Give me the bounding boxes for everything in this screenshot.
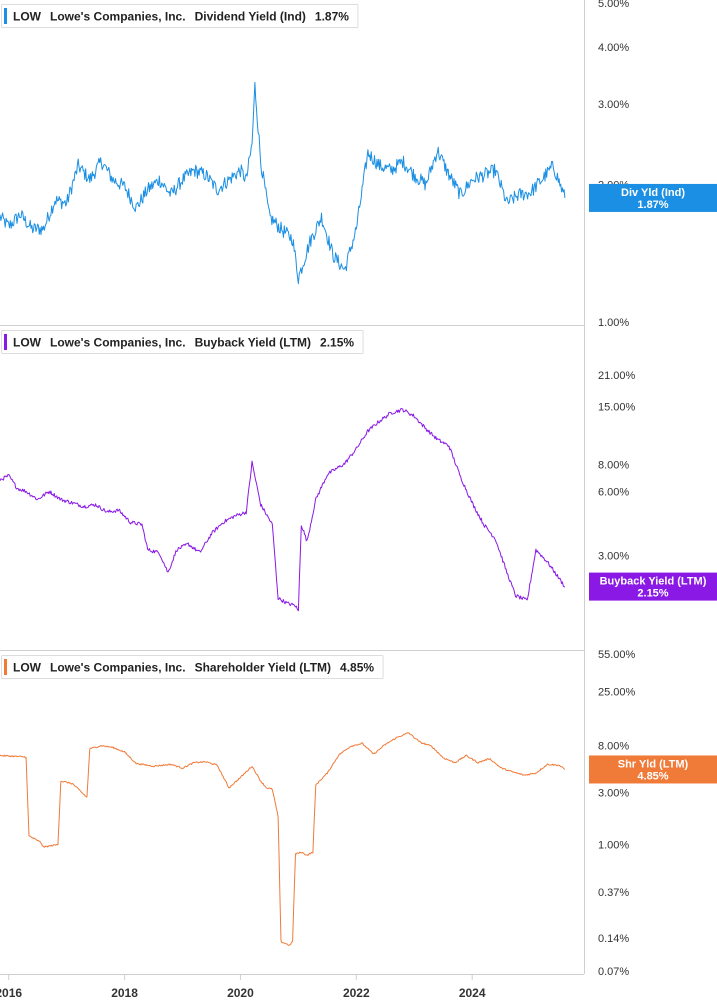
y-tick-label: 25.00% xyxy=(598,686,636,698)
value-tag-bg xyxy=(589,572,717,601)
legend-current-value: 4.85% xyxy=(340,661,374,675)
legend-company: Lowe's Companies, Inc. xyxy=(50,10,186,24)
value-tag-value: 2.15% xyxy=(637,588,668,600)
series-line xyxy=(0,408,566,612)
legend-box xyxy=(1,4,359,28)
y-tick-label: 8.00% xyxy=(598,741,629,753)
x-axis: 2016 2018 2020 2022 2024 xyxy=(0,975,486,1000)
x-tick-label: 2022 xyxy=(343,986,370,1000)
x-tick-label: 2016 xyxy=(0,986,22,1000)
value-tag: Div Yld (Ind)1.87% xyxy=(589,183,717,212)
value-tag-label: Buyback Yield (LTM) xyxy=(600,576,707,588)
y-tick-label: 15.00% xyxy=(598,401,636,413)
value-tag-label: Div Yld (Ind) xyxy=(621,187,685,199)
legend-company: Lowe's Companies, Inc. xyxy=(50,336,186,350)
value-tag: Shr Yld (LTM)4.85% xyxy=(589,755,717,784)
value-tag: Buyback Yield (LTM)2.15% xyxy=(589,572,717,601)
value-tag-value: 1.87% xyxy=(637,199,668,211)
legend-ticker: LOW xyxy=(13,336,42,350)
y-tick-label: 5.00% xyxy=(598,0,629,10)
x-tick-label: 2018 xyxy=(111,986,138,1000)
panel-3: 55.00% 25.00% 8.00% 3.00% 1.00% 0.37% 0.14% 0.0… xyxy=(0,649,717,978)
y-tick-label: 3.00% xyxy=(598,787,629,799)
chart-panels: 5.00%4.00%3.00%2.00%1.00%Div Yld (Ind)1.… xyxy=(0,0,717,978)
y-tick-label: 1.00% xyxy=(598,840,629,852)
panel-1: 5.00%4.00%3.00%2.00%1.00%Div Yld (Ind)1.… xyxy=(0,0,717,329)
y-tick-label: 0.14% xyxy=(598,933,629,945)
legend-ticker: LOW xyxy=(13,10,42,24)
x-tick-label: 2024 xyxy=(459,986,486,1000)
legend: LOW Lowe's Companies, Inc. Buyback Yield (… xyxy=(1,330,364,354)
panel-2: 21.00% 15.00% 8.00% 6.00% 3.00% Buyback Yield… xyxy=(0,330,717,612)
legend-swatch xyxy=(4,334,7,350)
legend-swatch xyxy=(4,659,7,675)
legend-swatch xyxy=(4,8,7,24)
x-tick-label: 2020 xyxy=(227,986,254,1000)
value-tag-bg xyxy=(589,183,717,212)
series-line xyxy=(0,732,566,946)
y-tick-label: 3.00% xyxy=(598,551,629,563)
legend-box xyxy=(1,655,384,679)
y-tick-label: 55.00% xyxy=(598,649,636,661)
y-tick-label: 1.00% xyxy=(598,317,629,329)
y-tick-label: 0.37% xyxy=(598,887,629,899)
y-tick-label: 3.00% xyxy=(598,99,629,111)
y-tick-label: 4.00% xyxy=(598,42,629,54)
y-tick-label: 6.00% xyxy=(598,486,629,498)
value-tag-value: 4.85% xyxy=(637,770,668,782)
value-tag-bg xyxy=(589,755,717,784)
legend-metric: Buyback Yield (LTM) xyxy=(195,336,311,350)
legend-ticker: LOW xyxy=(13,661,42,675)
y-tick-label: 0.07% xyxy=(598,966,629,978)
value-tag-label: Shr Yld (LTM) xyxy=(618,758,689,770)
legend-metric: Dividend Yield (Ind) xyxy=(195,10,306,24)
legend-current-value: 2.15% xyxy=(320,336,354,350)
series-line xyxy=(0,81,566,285)
legend-current-value: 1.87% xyxy=(315,10,349,24)
y-tick-label: 21.00% xyxy=(598,370,636,382)
y-tick-label: 8.00% xyxy=(598,460,629,472)
legend-company: Lowe's Companies, Inc. xyxy=(50,661,186,675)
legend: LOW Lowe's Companies, Inc. Dividend Yield … xyxy=(1,4,359,28)
legend-metric: Shareholder Yield (LTM) xyxy=(195,661,331,675)
legend: LOW Lowe's Companies, Inc. Shareholder Yie… xyxy=(1,655,384,679)
legend-box xyxy=(1,330,364,354)
